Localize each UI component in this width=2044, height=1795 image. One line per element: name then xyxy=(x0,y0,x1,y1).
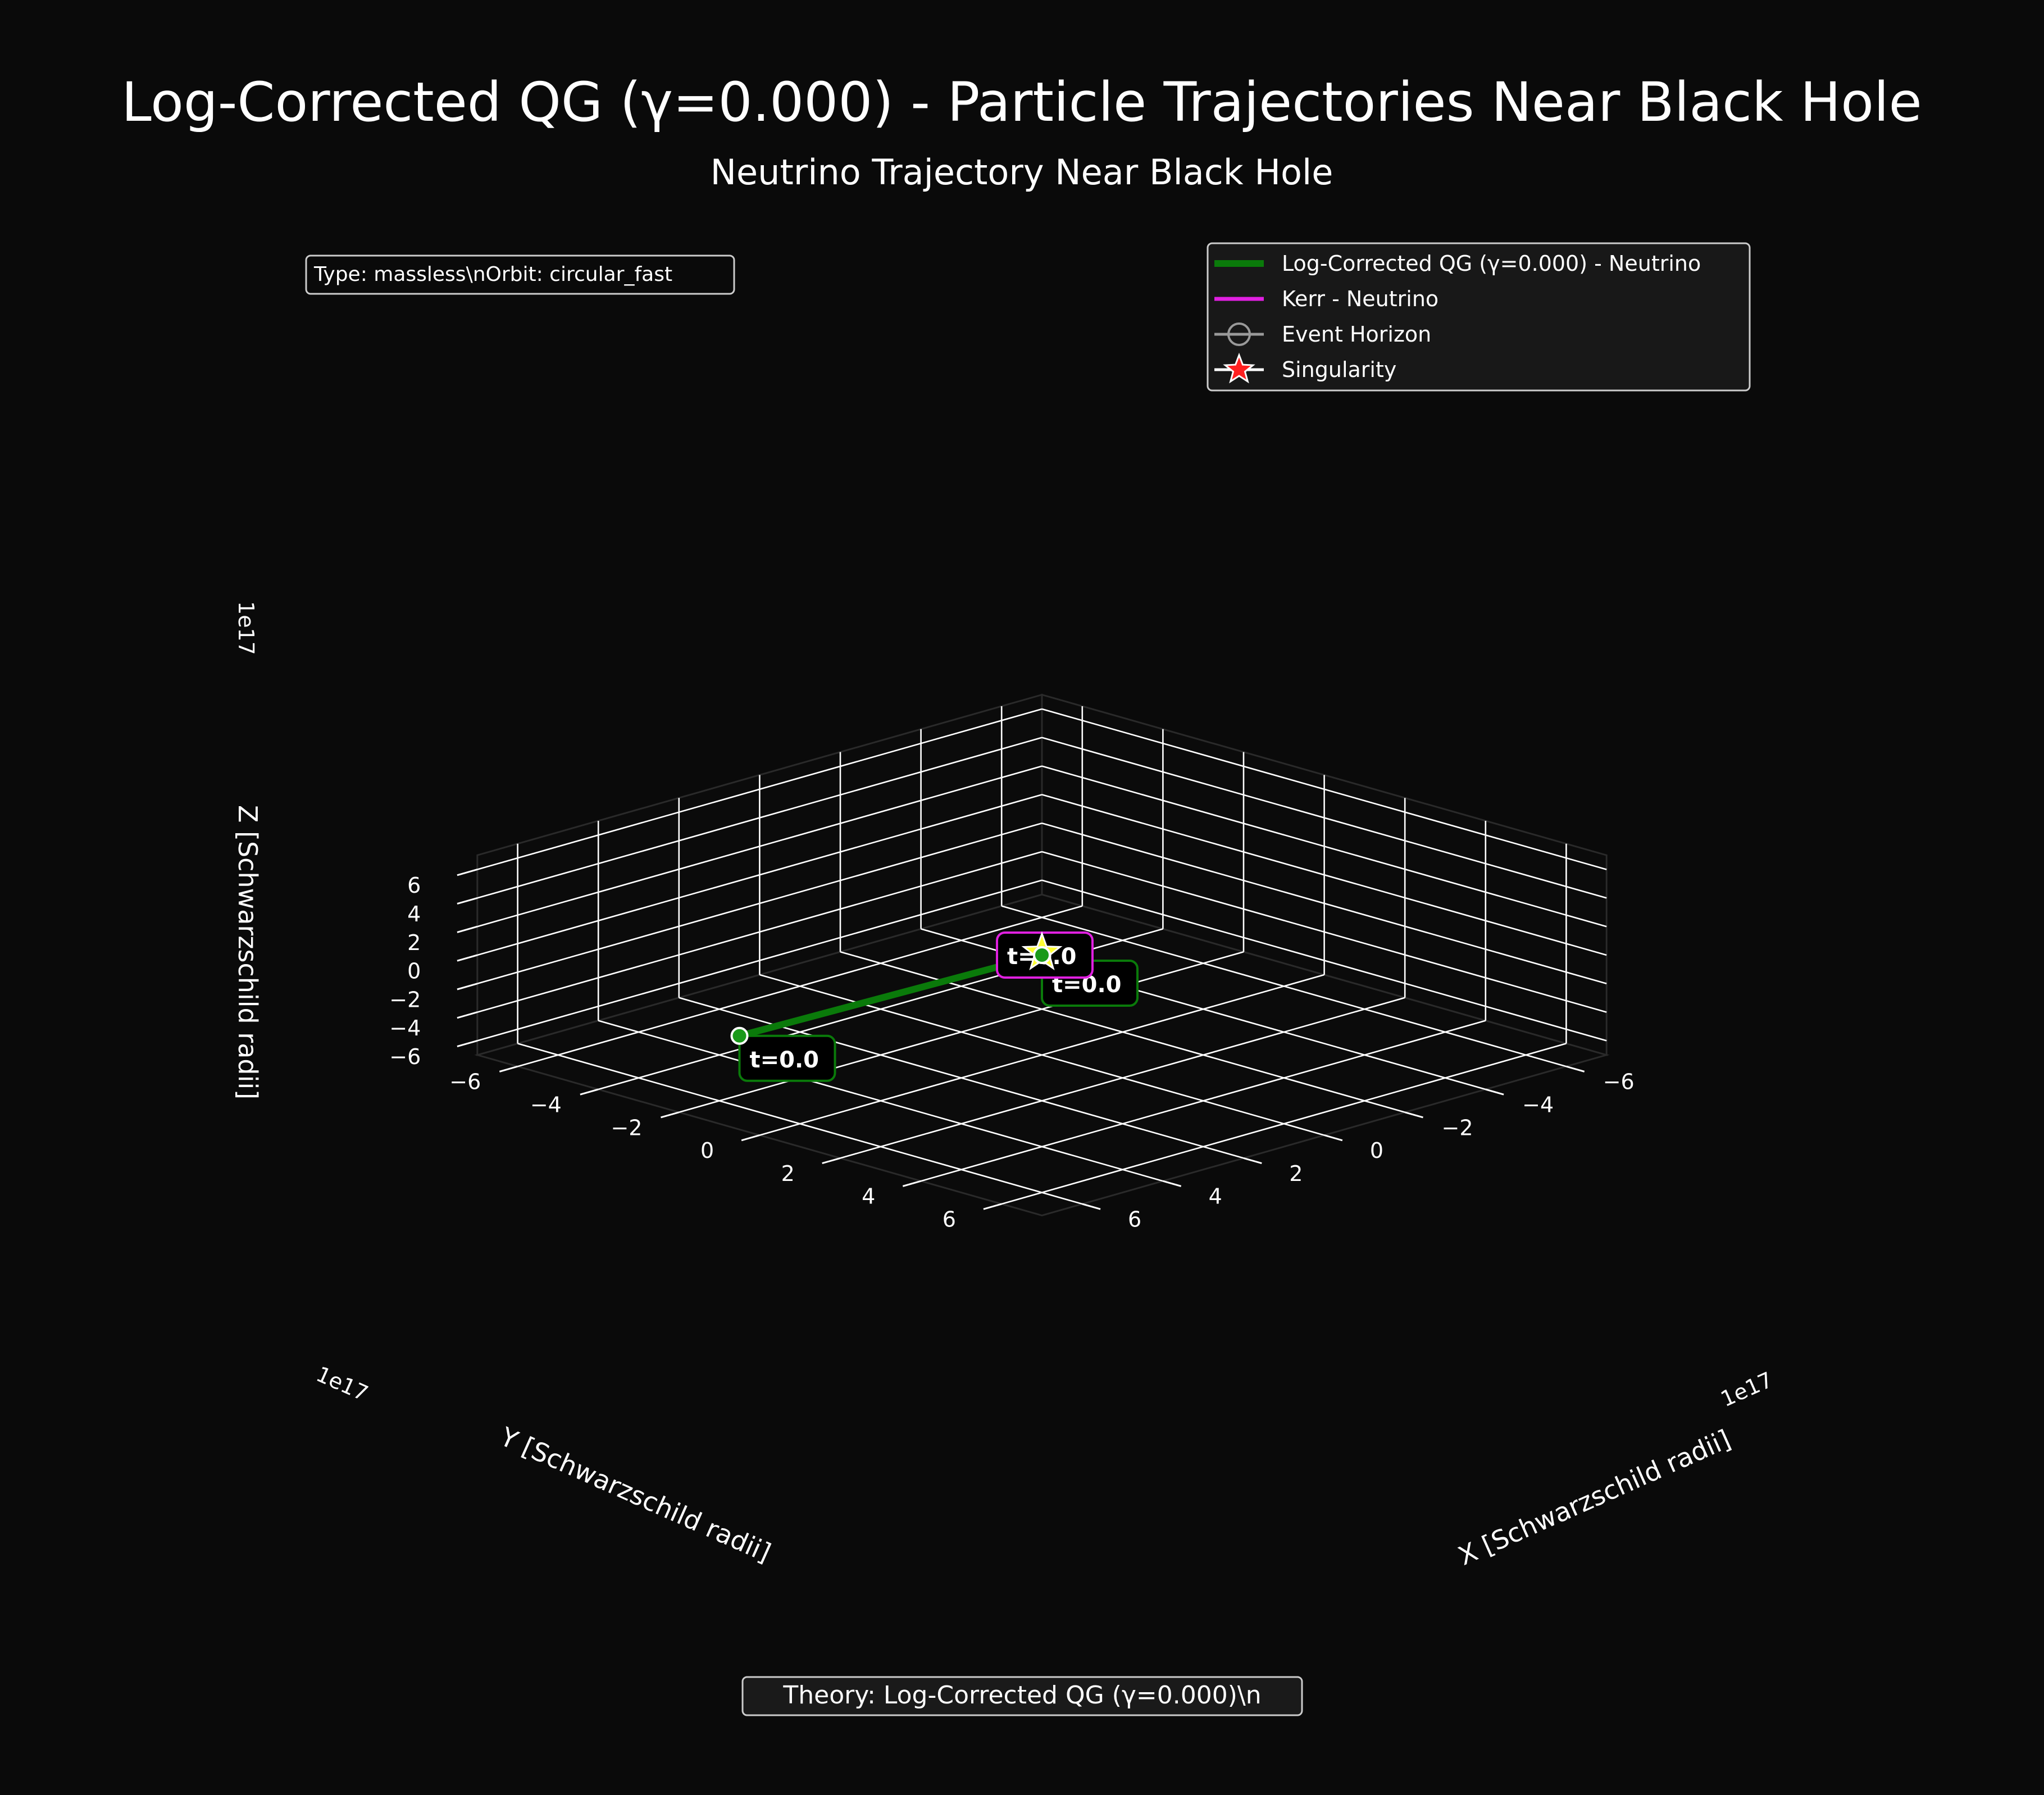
y-tick-label: 4 xyxy=(862,1184,875,1209)
x-tick-label: 4 xyxy=(1209,1184,1222,1209)
grid-line-z-xwall xyxy=(1041,765,1607,928)
x-tick-label: −2 xyxy=(1442,1115,1473,1140)
y-tick-mark xyxy=(741,1134,760,1142)
x-tick-mark xyxy=(1243,1157,1262,1165)
z-tick-mark xyxy=(457,954,478,962)
legend-kerr-label: Kerr - Neutrino xyxy=(1282,287,1438,311)
plot-subtitle: Neutrino Trajectory Near Black Hole xyxy=(711,152,1333,193)
grid-line-z-xwall xyxy=(1041,879,1607,1042)
grid-line-z-xwall xyxy=(1041,794,1607,956)
grid-line-z-ywall xyxy=(477,765,1043,928)
tick-marks xyxy=(457,869,1585,1210)
grid-line-y-floor xyxy=(840,997,1405,1159)
y-tick-label: −2 xyxy=(611,1115,642,1140)
info-box-text: Type: massless\nOrbit: circular_fast xyxy=(313,263,672,286)
grid-line-y-floor xyxy=(921,1020,1486,1182)
y-tick-label: 0 xyxy=(700,1138,714,1163)
z-tick-label: −2 xyxy=(389,987,421,1012)
qg-start-time-label-box xyxy=(738,1034,836,1082)
y-tick-mark xyxy=(902,1180,922,1187)
z-tick-mark xyxy=(457,1039,478,1048)
grid-line-z-xwall xyxy=(1041,851,1607,1013)
y-tick-mark xyxy=(983,1203,1002,1210)
grid-line-z-ywall xyxy=(477,851,1043,1013)
z-tick-mark xyxy=(457,869,478,876)
legend-horizon-label: Event Horizon xyxy=(1282,322,1431,347)
qg-trajectory-line xyxy=(736,952,1045,1039)
x-tick-mark xyxy=(1324,1134,1343,1142)
event-horizon-marker xyxy=(1033,946,1051,964)
y-tick-label: 6 xyxy=(943,1207,956,1232)
grid-line-z-ywall xyxy=(477,737,1043,899)
y-tick-label: −6 xyxy=(449,1070,481,1094)
x-tick-mark xyxy=(1485,1088,1504,1096)
grid-line-z-ywall xyxy=(477,708,1043,870)
qg-start-time-label-group: t=0.0 xyxy=(738,1034,836,1082)
legend-horizon-icon xyxy=(1227,322,1251,346)
z-axis-label: Z [Schwarzschild radii] xyxy=(233,805,263,1099)
x-tick-label: 6 xyxy=(1128,1207,1141,1232)
footer-box: Theory: Log-Corrected QG (γ=0.000)\n xyxy=(741,1676,1303,1716)
grid-line-z-ywall xyxy=(477,822,1043,985)
y-tick-mark xyxy=(499,1065,518,1073)
axes-3d: −6 −4 −2 0 2 4 6 −6 −4 −2 0 2 4 6 −6 −4 −2 0 2 4 6 t=0.0t=0.… xyxy=(389,693,1635,1232)
legend-qg-label: Log-Corrected QG (γ=0.000) - Neutrino xyxy=(1282,251,1701,276)
trajectories xyxy=(736,952,1045,1039)
z-axis-offset-label: 1e17 xyxy=(234,601,258,655)
grid-line-z-xwall xyxy=(1041,708,1607,870)
x-tick-mark xyxy=(1082,1203,1101,1210)
x-tick-label: −4 xyxy=(1522,1093,1554,1117)
z-tick-label: −4 xyxy=(389,1016,421,1040)
legend-singularity-label: Singularity xyxy=(1282,357,1396,382)
grid-line-z-ywall xyxy=(477,794,1043,956)
legend-singularity-star-icon xyxy=(1223,352,1255,384)
z-tick-label: −6 xyxy=(389,1044,421,1069)
figure-title: Log-Corrected QG (γ=0.000) - Particle Tr… xyxy=(121,71,1922,134)
grid-line-z-ywall xyxy=(477,879,1043,1042)
qg-start-point xyxy=(730,1026,749,1045)
z-tick-mark xyxy=(457,983,478,990)
legend: Log-Corrected QG (γ=0.000) - Neutrino Ke… xyxy=(1207,242,1751,392)
footer-text: Theory: Log-Corrected QG (γ=0.000)\n xyxy=(782,1681,1261,1710)
y-tick-mark xyxy=(580,1088,599,1096)
qg-start-time-label: t=0.0 xyxy=(750,1047,820,1073)
y-tick-mark xyxy=(661,1111,680,1119)
z-tick-label: 2 xyxy=(407,930,421,955)
y-tick-mark xyxy=(822,1157,841,1165)
x-tick-mark xyxy=(1404,1111,1423,1119)
tick-labels: −6 −4 −2 0 2 4 6 −6 −4 −2 0 2 4 6 −6 −4 −2 0 2 4 6 xyxy=(389,873,1635,1231)
z-tick-mark xyxy=(457,925,478,933)
x-tick-mark xyxy=(1162,1180,1182,1187)
grid-line-y-floor xyxy=(1001,1043,1567,1205)
grid-line-y-floor xyxy=(517,905,1083,1067)
z-tick-label: 0 xyxy=(407,959,421,984)
z-tick-label: 4 xyxy=(407,902,421,926)
markers: t=0.0t=0.0t=0.0 xyxy=(730,931,1139,1082)
z-tick-mark xyxy=(457,1011,478,1019)
grid-line-y-floor xyxy=(759,974,1324,1136)
x-tick-label: 2 xyxy=(1289,1161,1303,1186)
grid-line-z-xwall xyxy=(1041,737,1607,899)
info-box: Type: massless\nOrbit: circular_fast xyxy=(305,255,735,295)
y-tick-label: −4 xyxy=(530,1093,562,1117)
grid-line-y-floor xyxy=(679,951,1244,1114)
z-tick-label: 6 xyxy=(407,873,421,898)
grid-lines xyxy=(477,706,1607,1205)
x-tick-label: 0 xyxy=(1370,1138,1383,1163)
y-tick-label: 2 xyxy=(781,1161,795,1186)
x-tick-label: −6 xyxy=(1603,1070,1635,1094)
z-tick-mark xyxy=(457,897,478,905)
grid-line-z-xwall xyxy=(1041,822,1607,985)
x-tick-mark xyxy=(1565,1065,1585,1073)
